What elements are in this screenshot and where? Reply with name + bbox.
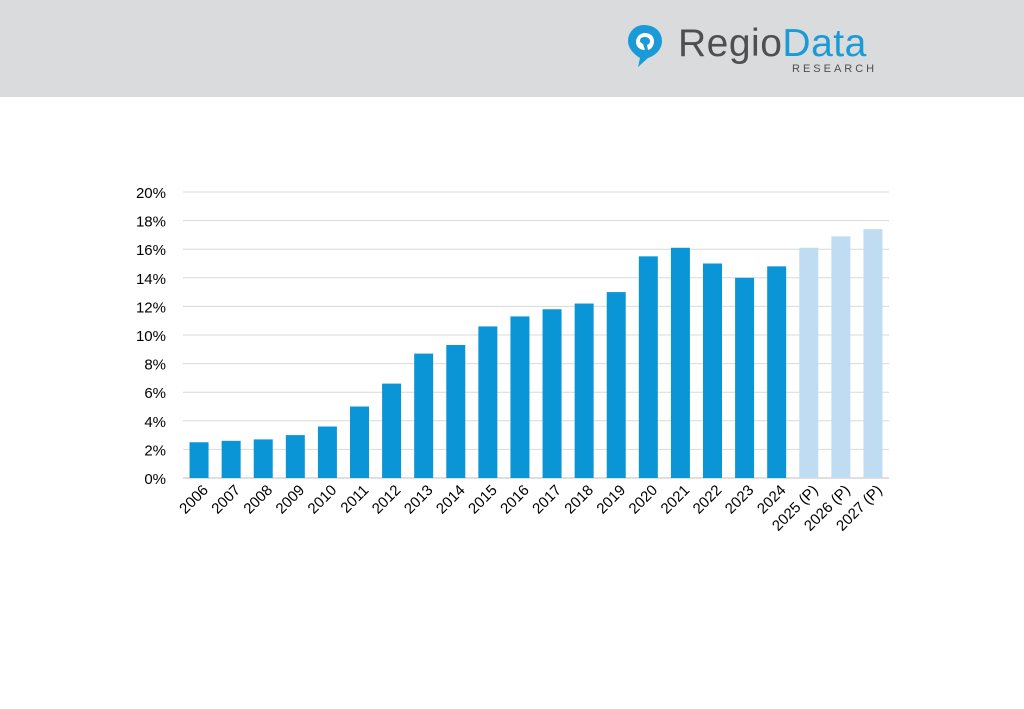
y-tick-label: 12% (136, 299, 166, 316)
brand-name-part1: Regio (678, 22, 783, 65)
bar (606, 292, 626, 478)
bar (414, 353, 434, 478)
bar (478, 326, 498, 478)
y-tick-label: 0% (144, 471, 166, 488)
x-tick-label: 2019 (593, 482, 629, 518)
bar (767, 266, 787, 478)
regiodata-logo[interactable]: RegioData RESEARCH (626, 20, 888, 80)
bar (350, 406, 369, 478)
y-tick-label: 10% (136, 328, 166, 345)
x-tick-label: 2013 (401, 482, 437, 518)
y-axis: 0% 2% 4% 6% 8% 10% 12% 14% 16% 18% 20% (136, 185, 166, 488)
y-tick-label: 2% (144, 442, 166, 459)
x-tick-label: 2010 (305, 482, 341, 518)
x-tick-label: 2012 (369, 482, 405, 518)
bar (703, 263, 722, 478)
bar (382, 383, 402, 478)
y-tick-label: 8% (144, 357, 166, 374)
y-tick-label: 6% (144, 385, 166, 402)
brand-name: RegioData (678, 22, 867, 66)
bar (574, 303, 594, 478)
x-tick-label: 2017 (529, 482, 565, 518)
bar (670, 247, 690, 478)
x-tick-label: 2011 (337, 482, 372, 517)
x-tick-label: 2015 (465, 482, 501, 518)
x-tick-label: 2023 (722, 482, 758, 518)
y-tick-label: 14% (136, 271, 166, 288)
brand-name-part2: Data (782, 22, 867, 65)
y-tick-label: 20% (136, 185, 166, 202)
bar (638, 256, 658, 478)
x-tick-label: 2006 (176, 482, 212, 518)
bar (221, 440, 241, 478)
y-tick-label: 4% (144, 414, 166, 431)
bar (446, 345, 466, 478)
x-tick-label: 2007 (208, 482, 244, 518)
x-tick-label: 2022 (690, 482, 726, 518)
y-tick-label: 16% (136, 242, 166, 259)
bar (285, 435, 305, 478)
x-tick-label: 2009 (273, 482, 309, 518)
x-tick-label: 2008 (240, 482, 276, 518)
bar (735, 277, 755, 478)
bar-series (189, 229, 883, 478)
bar (510, 316, 530, 478)
x-axis: 2006200720082009201020112012201320142015… (176, 482, 886, 535)
bar (189, 442, 209, 478)
projected-bar (863, 229, 883, 478)
x-tick-label: 2016 (497, 482, 533, 518)
x-tick-label: 2018 (561, 482, 597, 518)
x-tick-label: 2014 (433, 482, 469, 518)
bar (253, 439, 273, 478)
projected-bar (799, 247, 819, 478)
map-pin-icon (628, 25, 662, 67)
bar (317, 426, 337, 478)
projected-bar (831, 236, 851, 478)
bar (542, 309, 562, 478)
x-tick-label: 2021 (658, 482, 694, 518)
header-band: RegioData RESEARCH (0, 0, 1024, 97)
x-tick-label: 2020 (626, 482, 662, 518)
brand-tagline: RESEARCH (792, 63, 878, 75)
y-tick-label: 18% (136, 214, 166, 231)
